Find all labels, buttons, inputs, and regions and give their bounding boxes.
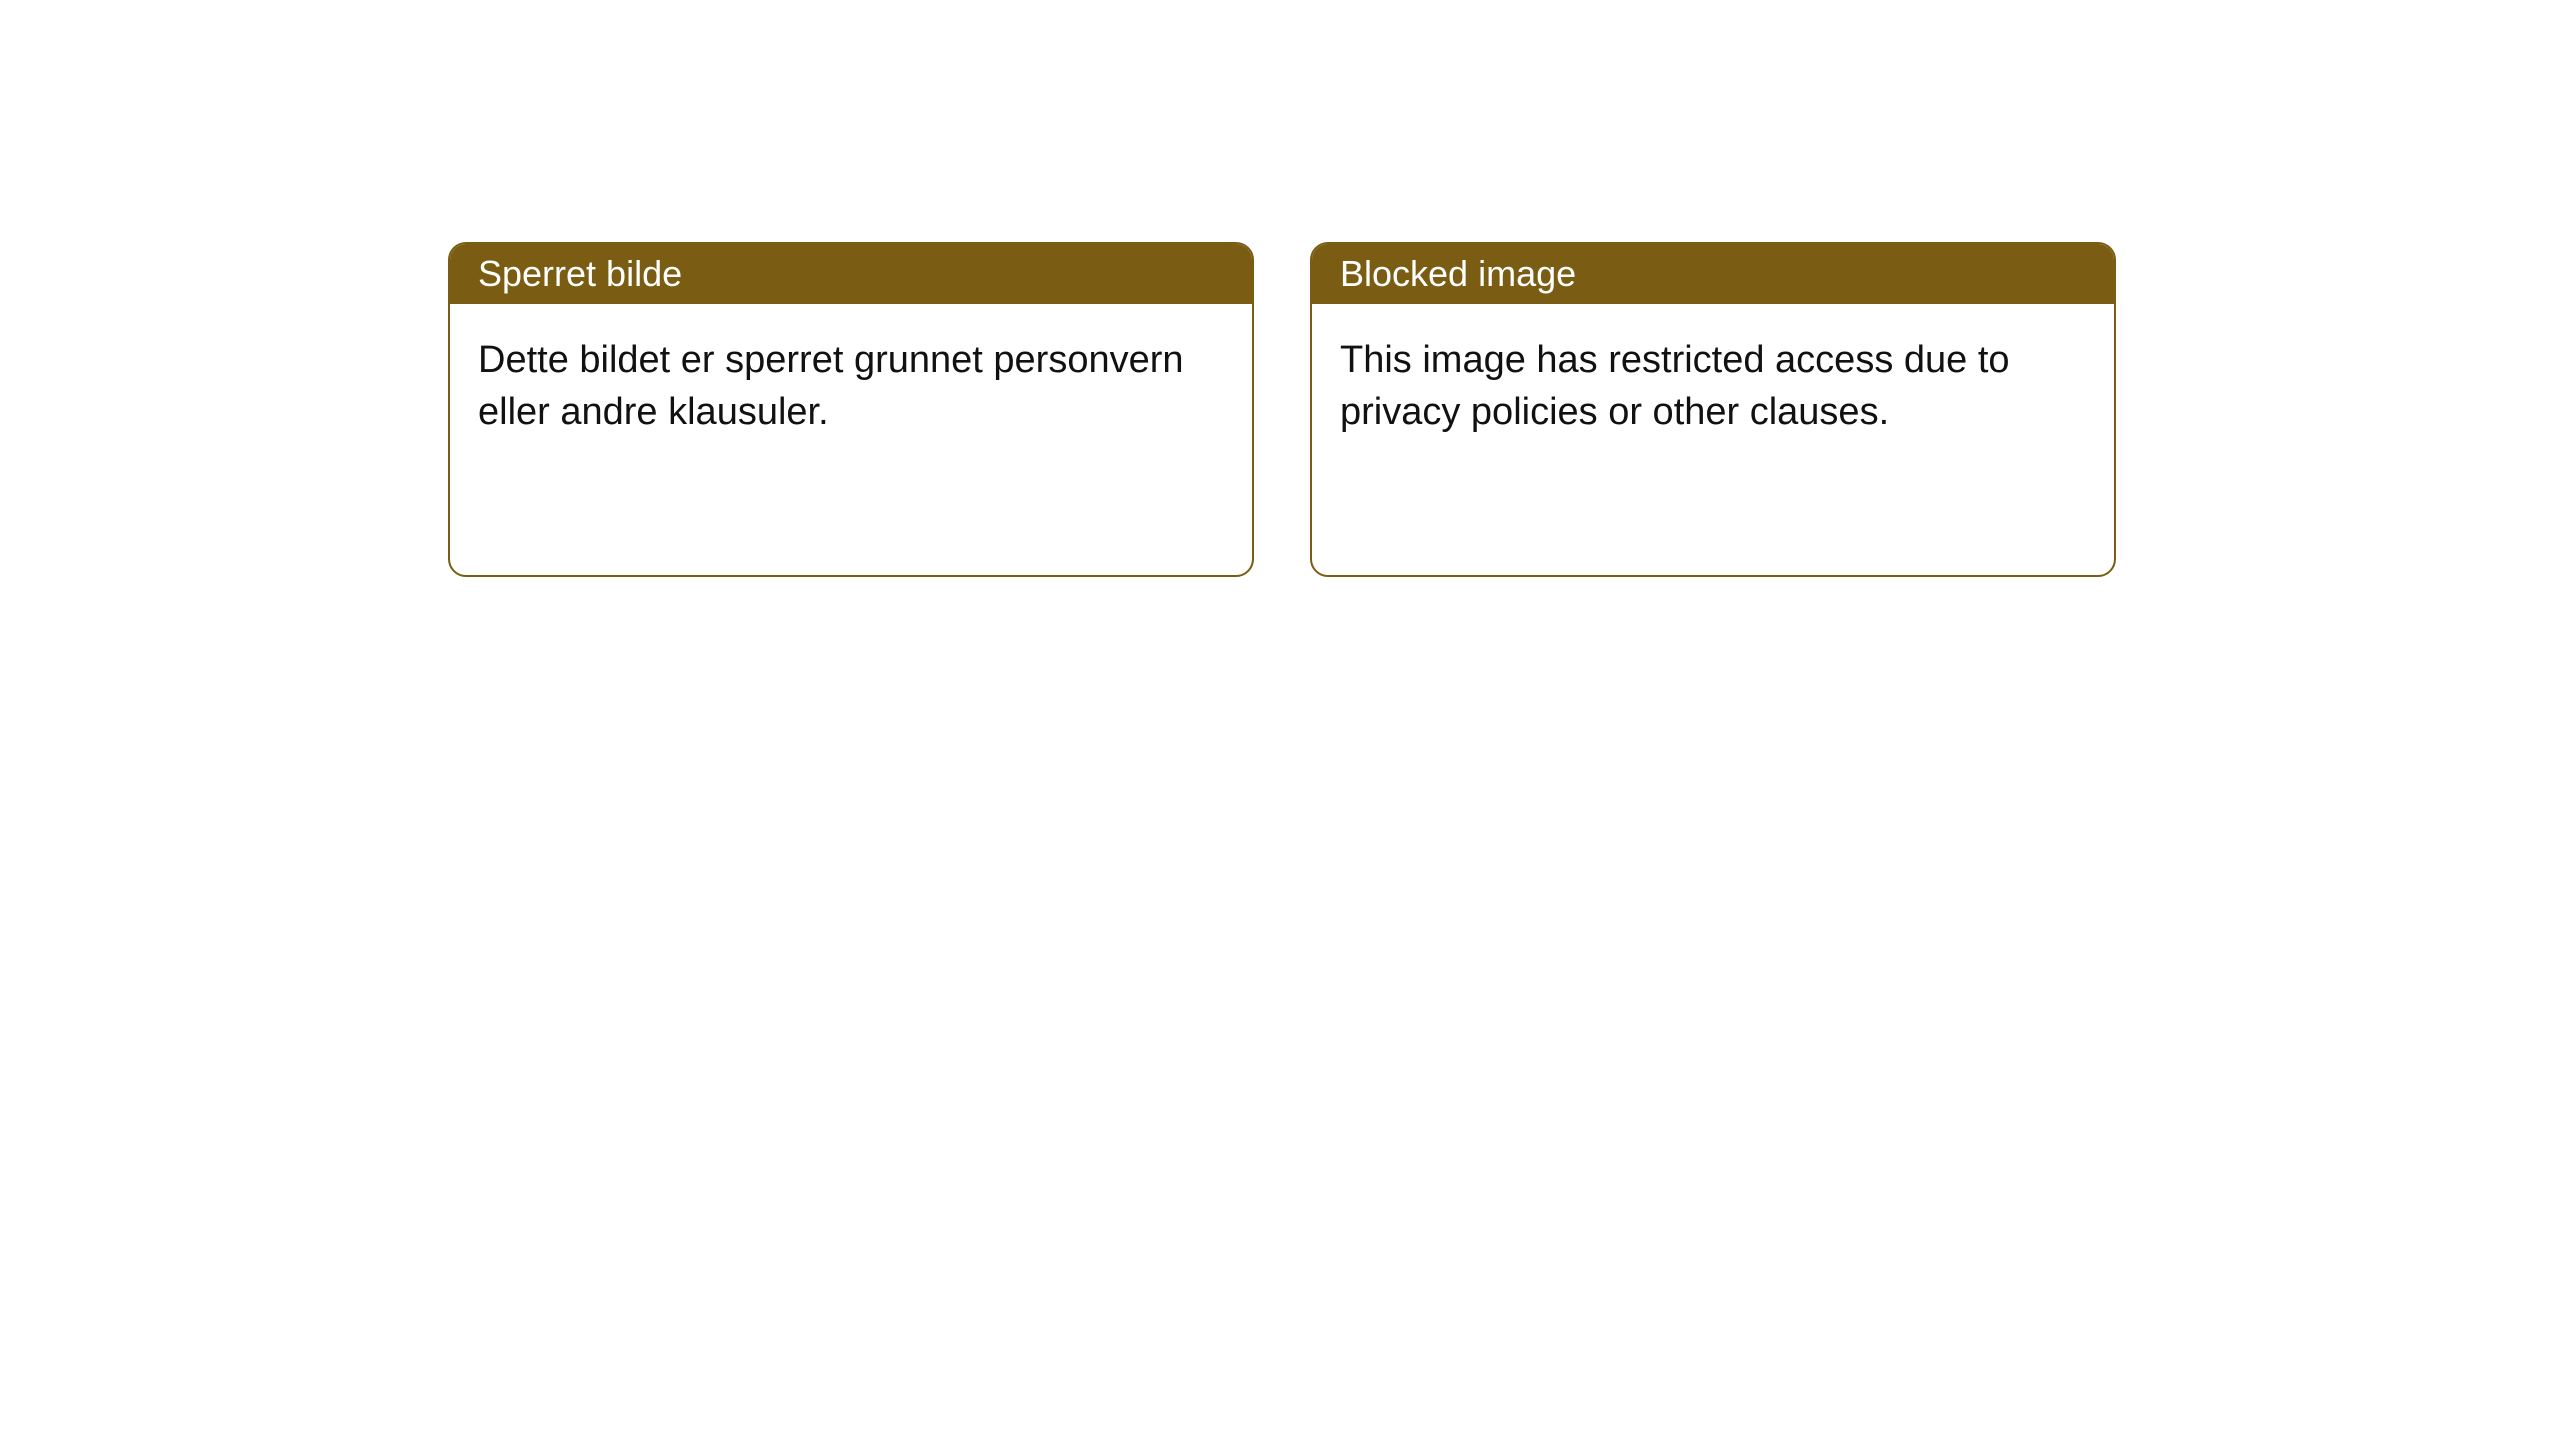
card-blocked-image-no: Sperret bilde Dette bildet er sperret gr… — [448, 242, 1254, 577]
card-title: Sperret bilde — [478, 253, 682, 295]
card-title: Blocked image — [1340, 253, 1576, 295]
page-root: Sperret bilde Dette bildet er sperret gr… — [0, 0, 2560, 1440]
card-blocked-image-en: Blocked image This image has restricted … — [1310, 242, 2116, 577]
card-header: Blocked image — [1312, 244, 2114, 304]
card-body-text: Dette bildet er sperret grunnet personve… — [478, 334, 1212, 438]
card-body: This image has restricted access due to … — [1312, 304, 2114, 438]
cards-row: Sperret bilde Dette bildet er sperret gr… — [448, 242, 2116, 577]
card-body: Dette bildet er sperret grunnet personve… — [450, 304, 1252, 438]
card-body-text: This image has restricted access due to … — [1340, 334, 2074, 438]
card-header: Sperret bilde — [450, 244, 1252, 304]
